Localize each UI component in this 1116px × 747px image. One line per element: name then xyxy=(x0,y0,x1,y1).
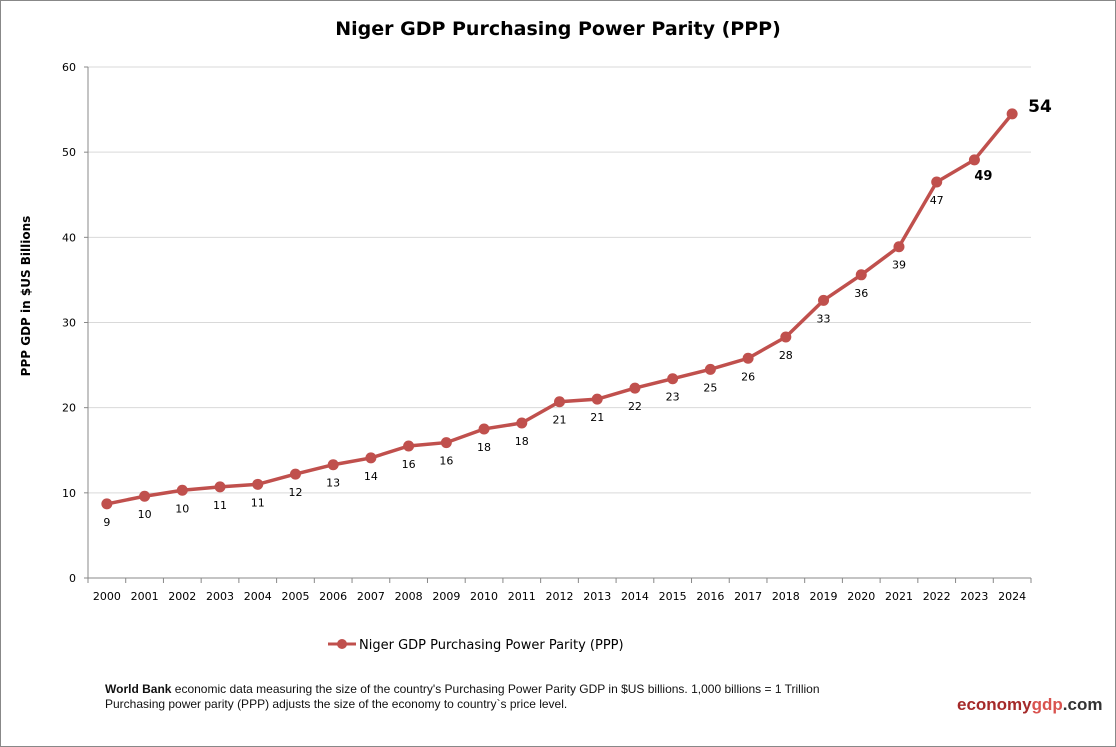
x-tick-label: 2002 xyxy=(168,590,196,603)
brand-part: economy xyxy=(957,695,1032,714)
x-tick-label: 2014 xyxy=(621,590,649,603)
data-point xyxy=(252,478,264,490)
data-point xyxy=(931,176,943,188)
data-point xyxy=(440,437,452,449)
data-label: 21 xyxy=(553,414,567,427)
x-tick-label: 2013 xyxy=(583,590,611,603)
data-label: 18 xyxy=(515,435,529,448)
x-tick-label: 2022 xyxy=(923,590,951,603)
x-tick-label: 2003 xyxy=(206,590,234,603)
data-point xyxy=(591,393,603,405)
data-label: 54 xyxy=(1028,97,1052,117)
x-tick-label: 2007 xyxy=(357,590,385,603)
x-tick-label: 2004 xyxy=(244,590,272,603)
chart-title: Niger GDP Purchasing Power Parity (PPP) xyxy=(335,18,781,40)
data-point xyxy=(855,269,867,281)
source-name: World Bank xyxy=(105,682,172,696)
data-point xyxy=(176,484,188,496)
data-label: 23 xyxy=(666,391,680,404)
x-tick-label: 2024 xyxy=(998,590,1026,603)
y-tick-label: 50 xyxy=(62,146,76,159)
data-point xyxy=(478,423,490,435)
legend-label: Niger GDP Purchasing Power Parity (PPP) xyxy=(359,638,624,653)
data-point xyxy=(968,154,980,166)
y-tick-label: 10 xyxy=(62,487,76,500)
x-tick-label: 2023 xyxy=(960,590,988,603)
footer-line-2: Purchasing power parity (PPP) adjusts th… xyxy=(105,697,568,711)
data-point xyxy=(742,352,754,364)
data-label: 22 xyxy=(628,400,642,413)
footer-note: World Bank economic data measuring the s… xyxy=(105,682,820,712)
data-label: 26 xyxy=(741,370,755,383)
y-tick-label: 20 xyxy=(62,402,76,415)
series-line xyxy=(106,112,1014,506)
data-point xyxy=(214,481,226,493)
y-tick-label: 0 xyxy=(69,572,76,585)
data-label: 39 xyxy=(892,259,906,272)
legend-marker xyxy=(337,639,347,649)
data-label: 11 xyxy=(251,496,265,509)
data-label: 11 xyxy=(213,499,227,512)
x-tick-label: 2016 xyxy=(696,590,724,603)
data-point xyxy=(516,417,528,429)
data-point xyxy=(818,294,830,306)
x-tick-label: 2006 xyxy=(319,590,347,603)
data-point xyxy=(139,490,151,502)
data-label: 16 xyxy=(439,455,453,468)
data-label: 13 xyxy=(326,477,340,490)
data-label: 25 xyxy=(703,381,717,394)
data-point xyxy=(403,440,415,452)
brand-part: gdp xyxy=(1031,695,1063,714)
data-label: 47 xyxy=(930,194,944,207)
data-label: 33 xyxy=(817,312,831,325)
data-label: 21 xyxy=(590,411,604,424)
data-label: 36 xyxy=(854,287,868,300)
legend: Niger GDP Purchasing Power Parity (PPP) xyxy=(328,638,624,653)
x-tick-label: 2010 xyxy=(470,590,498,603)
data-label: 49 xyxy=(974,169,992,184)
data-label: 16 xyxy=(402,458,416,471)
data-point xyxy=(667,373,679,385)
data-label: 10 xyxy=(175,502,189,515)
x-tick-label: 2018 xyxy=(772,590,800,603)
x-tick-label: 2008 xyxy=(395,590,423,603)
data-label: 12 xyxy=(288,486,302,499)
data-point xyxy=(629,382,641,394)
data-label: 9 xyxy=(103,516,110,529)
y-axis-label: PPP GDP in $US Billions xyxy=(19,216,33,377)
data-point xyxy=(101,498,113,510)
x-tick-label: 2011 xyxy=(508,590,536,603)
data-point xyxy=(704,363,716,375)
x-tick-label: 2019 xyxy=(810,590,838,603)
data-label: 14 xyxy=(364,470,378,483)
x-tick-label: 2005 xyxy=(281,590,309,603)
y-tick-label: 60 xyxy=(62,61,76,74)
x-tick-label: 2017 xyxy=(734,590,762,603)
brand-part: .com xyxy=(1062,695,1103,714)
x-tick-label: 2012 xyxy=(546,590,574,603)
data-label: 28 xyxy=(779,349,793,362)
data-point xyxy=(365,452,377,464)
x-tick-label: 2001 xyxy=(131,590,159,603)
data-label: 10 xyxy=(138,508,152,521)
brand-logo[interactable]: economygdp.com xyxy=(957,695,1102,715)
data-point xyxy=(554,396,565,408)
data-point xyxy=(327,459,339,471)
footer-line-1: economic data measuring the size of the … xyxy=(171,682,820,696)
x-tick-label: 2021 xyxy=(885,590,913,603)
data-point xyxy=(289,468,301,480)
data-label: 18 xyxy=(477,441,491,454)
x-tick-label: 2009 xyxy=(432,590,460,603)
data-point xyxy=(1006,108,1018,120)
x-tick-label: 2015 xyxy=(659,590,687,603)
y-tick-label: 40 xyxy=(62,231,76,244)
data-point xyxy=(780,331,792,343)
x-tick-label: 2000 xyxy=(93,590,121,603)
y-tick-label: 30 xyxy=(62,317,76,330)
x-tick-label: 2020 xyxy=(847,590,875,603)
data-point xyxy=(893,241,905,253)
